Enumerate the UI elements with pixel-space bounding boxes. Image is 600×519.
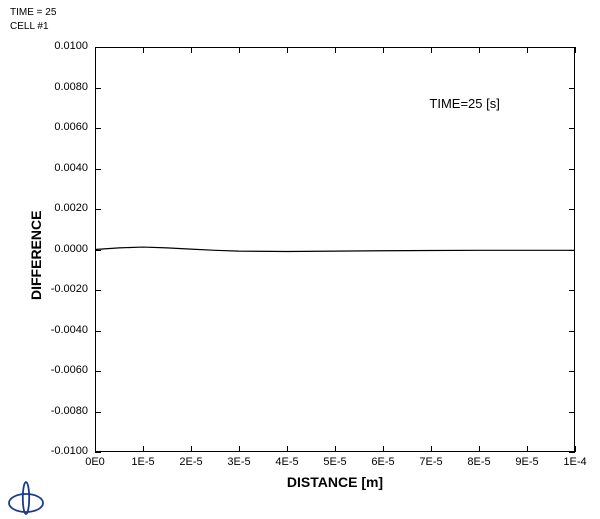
x-tick-mark — [479, 446, 480, 452]
y-tick-label: -0.0100 — [40, 445, 88, 457]
y-tick-mark — [569, 331, 575, 332]
x-tick-label: 0E0 — [85, 456, 105, 468]
x-tick-label: 1E-5 — [131, 456, 154, 468]
x-tick-mark — [383, 446, 384, 452]
x-tick-mark — [431, 47, 432, 53]
y-tick-mark — [95, 290, 101, 291]
x-tick-mark — [239, 47, 240, 53]
y-tick-mark — [95, 250, 101, 251]
y-tick-label: 0.0000 — [40, 243, 88, 255]
x-tick-label: 9E-5 — [515, 456, 538, 468]
y-tick-mark — [95, 88, 101, 89]
y-tick-mark — [95, 371, 101, 372]
y-tick-mark — [569, 250, 575, 251]
y-tick-label: -0.0080 — [40, 405, 88, 417]
data-series — [95, 47, 575, 452]
x-tick-label: 6E-5 — [371, 456, 394, 468]
y-tick-mark — [569, 169, 575, 170]
x-tick-mark — [287, 446, 288, 452]
y-tick-label: -0.0040 — [40, 324, 88, 336]
x-tick-mark — [95, 446, 96, 452]
y-tick-mark — [95, 209, 101, 210]
y-tick-mark — [569, 452, 575, 453]
y-tick-mark — [95, 169, 101, 170]
y-tick-label: 0.0020 — [40, 202, 88, 214]
y-tick-mark — [569, 128, 575, 129]
y-tick-label: 0.0060 — [40, 121, 88, 133]
x-tick-mark — [95, 47, 96, 53]
x-tick-mark — [575, 47, 576, 53]
y-tick-mark — [569, 290, 575, 291]
x-tick-label: 5E-5 — [323, 456, 346, 468]
x-tick-mark — [335, 446, 336, 452]
x-tick-label: 7E-5 — [419, 456, 442, 468]
header-cell: CELL #1 — [10, 20, 56, 34]
x-tick-mark — [527, 446, 528, 452]
x-tick-mark — [575, 446, 576, 452]
x-tick-label: 2E-5 — [179, 456, 202, 468]
y-tick-mark — [569, 88, 575, 89]
x-tick-label: 8E-5 — [467, 456, 490, 468]
header-time: TIME = 25 — [10, 6, 56, 20]
x-tick-mark — [143, 47, 144, 53]
y-tick-mark — [569, 371, 575, 372]
x-tick-mark — [479, 47, 480, 53]
y-tick-label: 0.0080 — [40, 81, 88, 93]
x-tick-mark — [239, 446, 240, 452]
y-tick-label: -0.0020 — [40, 283, 88, 295]
x-tick-mark — [191, 446, 192, 452]
x-tick-mark — [527, 47, 528, 53]
header-meta: TIME = 25 CELL #1 — [10, 6, 56, 33]
brand-logo-icon — [6, 481, 46, 515]
y-tick-label: 0.0100 — [40, 40, 88, 52]
y-tick-mark — [95, 128, 101, 129]
x-tick-label: 4E-5 — [275, 456, 298, 468]
x-tick-mark — [191, 47, 192, 53]
x-tick-mark — [431, 446, 432, 452]
x-tick-mark — [383, 47, 384, 53]
x-tick-label: 1E-4 — [563, 456, 586, 468]
y-tick-label: -0.0060 — [40, 364, 88, 376]
y-tick-mark — [95, 452, 101, 453]
x-tick-mark — [287, 47, 288, 53]
y-tick-mark — [569, 412, 575, 413]
x-tick-mark — [143, 446, 144, 452]
y-tick-label: 0.0040 — [40, 162, 88, 174]
y-tick-mark — [95, 412, 101, 413]
y-tick-mark — [569, 209, 575, 210]
x-tick-label: 3E-5 — [227, 456, 250, 468]
x-axis-label: DISTANCE [m] — [95, 474, 575, 490]
x-tick-mark — [335, 47, 336, 53]
y-tick-mark — [95, 331, 101, 332]
